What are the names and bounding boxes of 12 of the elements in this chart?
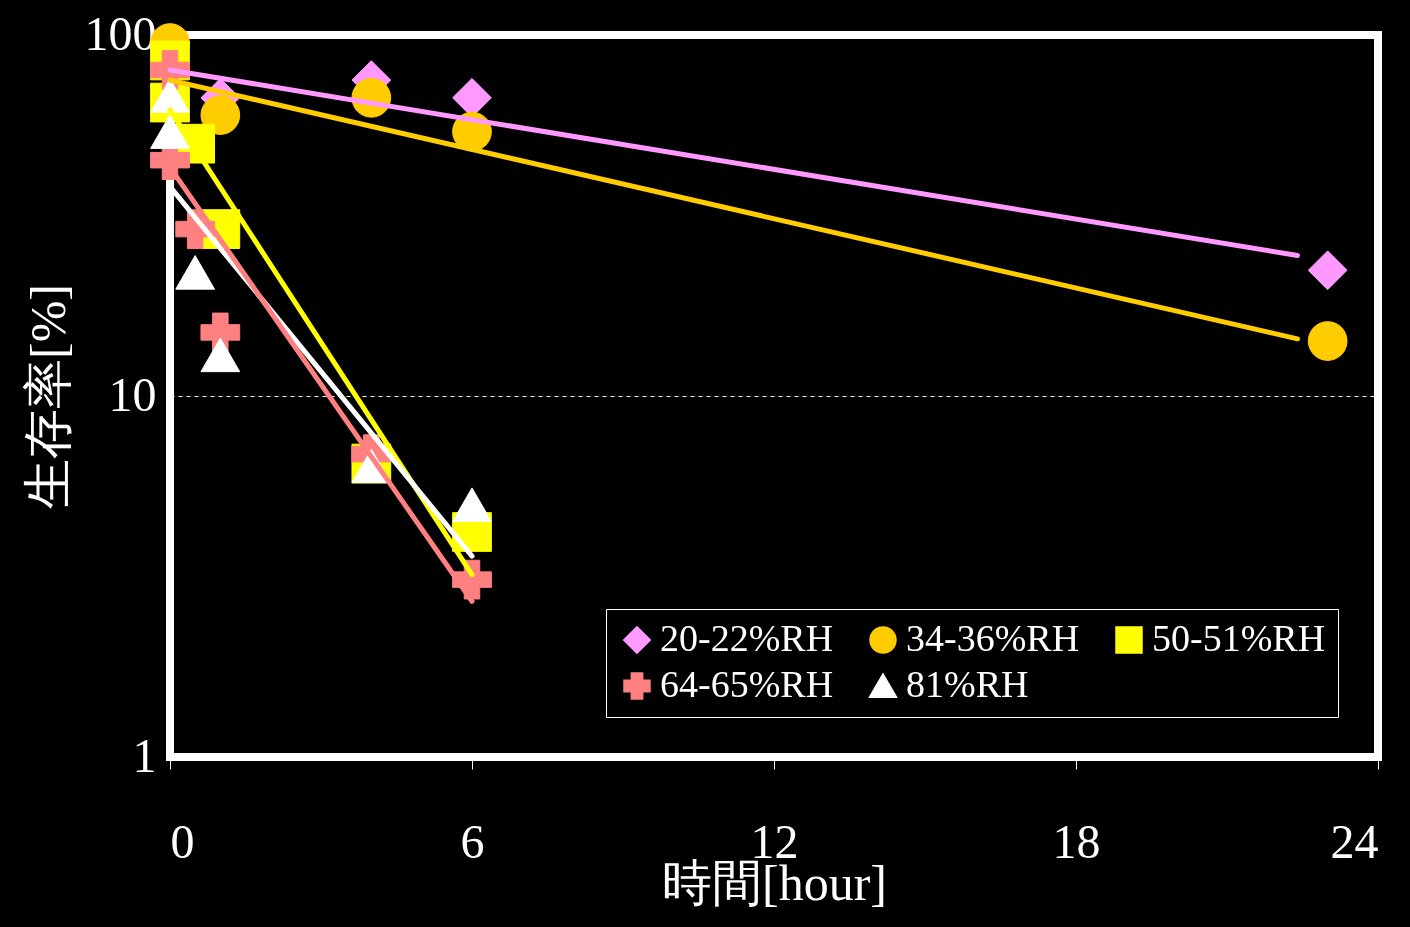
x-tick-label: 24: [1330, 814, 1379, 868]
x-tick-label: 6: [460, 814, 485, 868]
y-tick-label: 10: [108, 367, 157, 421]
legend-label: 50-51%RH: [1152, 617, 1326, 659]
x-tick-label: 0: [170, 814, 195, 868]
legend-label: 34-36%RH: [906, 617, 1080, 659]
legend-label: 64-65%RH: [660, 663, 834, 705]
x-tick-label: 18: [1052, 814, 1101, 868]
legend-label: 81%RH: [906, 663, 1029, 705]
y-axis-title: 生存率[%]: [19, 284, 76, 509]
legend-label: 20-22%RH: [660, 617, 834, 659]
y-tick-label: 1: [132, 728, 157, 782]
